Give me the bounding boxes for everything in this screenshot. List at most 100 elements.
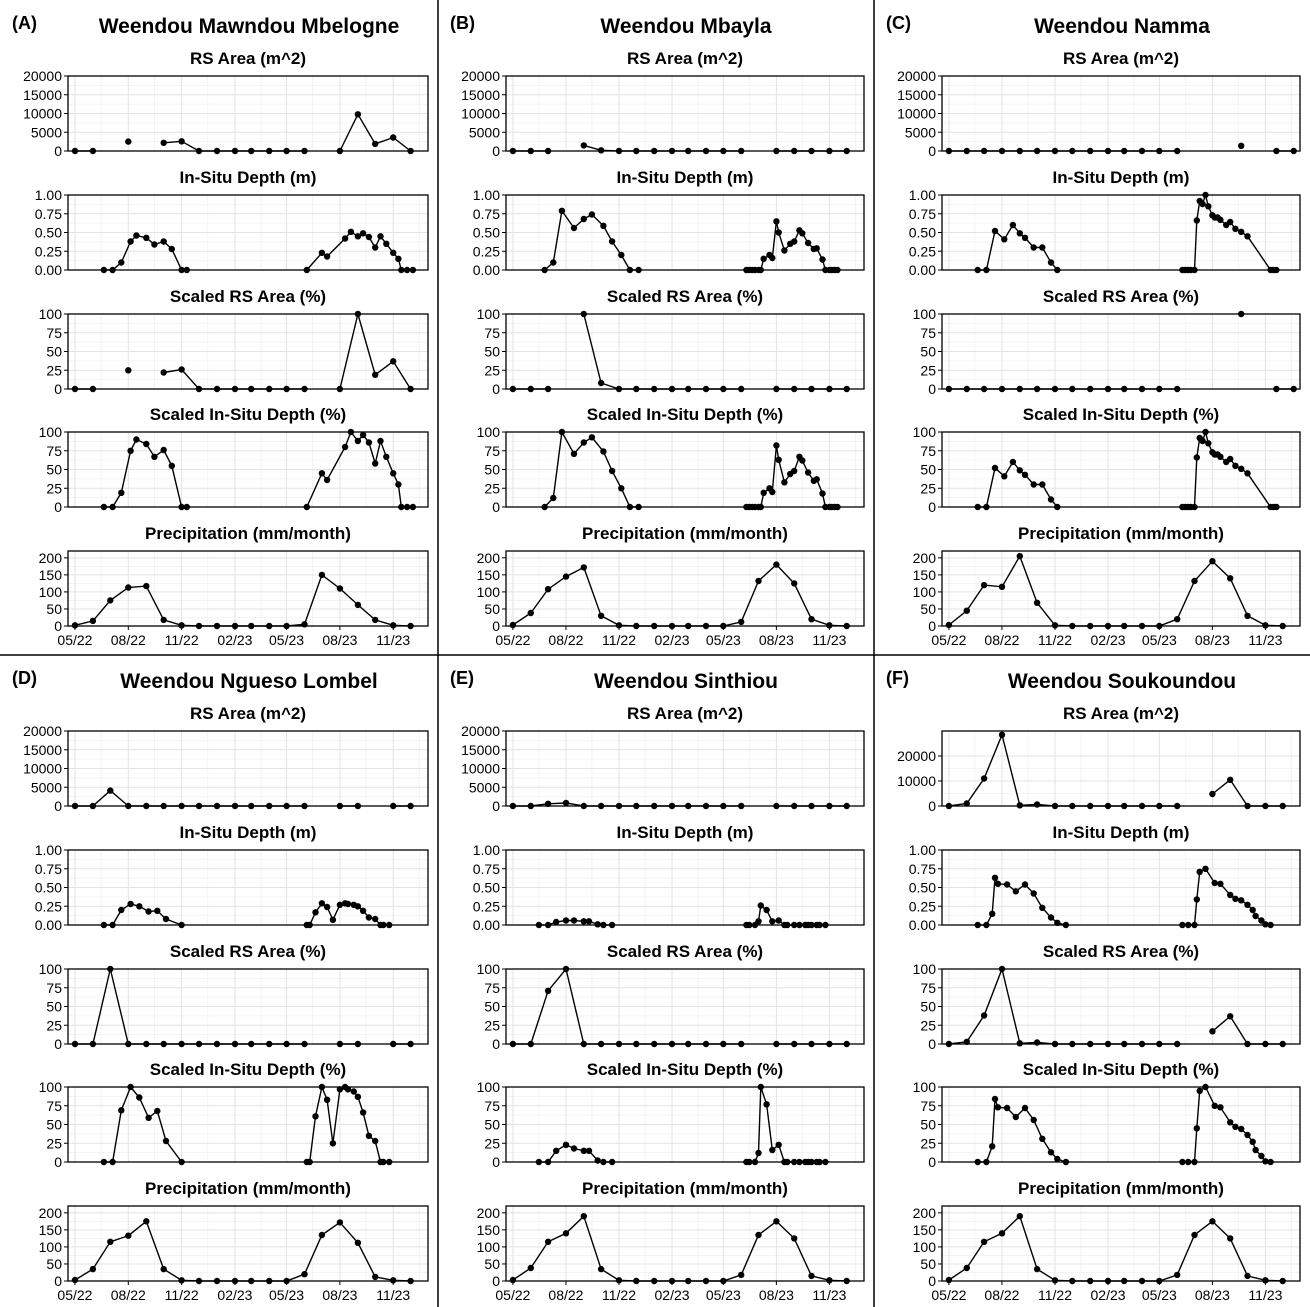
data-point <box>668 802 676 810</box>
subplot-title: Scaled RS Area (%) <box>170 287 326 306</box>
data-point <box>1033 1039 1041 1046</box>
y-tick-label: 0 <box>54 1036 62 1052</box>
data-point <box>527 147 534 155</box>
data-point <box>562 799 570 807</box>
x-tick-label: 08/23 <box>759 1287 794 1303</box>
data-point <box>329 916 337 923</box>
series-line <box>1211 778 1283 807</box>
data-point <box>1191 1231 1198 1239</box>
data-point <box>974 503 981 511</box>
data-point <box>248 622 255 630</box>
subplot-2: In-Situ Depth (m) 0.00 0.25 0.50 0.75 1.00 <box>35 168 429 278</box>
data-point <box>1191 1158 1198 1166</box>
data-point <box>544 921 552 929</box>
data-point <box>808 921 815 929</box>
subplot-1: RS Area (m^2) 0 5000 10000 15000 20000 <box>897 49 1301 159</box>
data-point <box>231 802 239 810</box>
y-tick-label: 0.75 <box>909 861 936 877</box>
data-point <box>1179 921 1186 929</box>
data-point <box>991 227 999 235</box>
data-point <box>1244 1040 1251 1048</box>
data-point <box>588 434 596 441</box>
data-point <box>347 228 355 235</box>
y-tick-label: 0 <box>492 1273 500 1289</box>
data-point <box>826 147 833 155</box>
data-point <box>354 802 362 810</box>
y-tick-label: 25 <box>46 1017 62 1033</box>
data-point <box>178 1158 185 1166</box>
y-tick-label: 50 <box>46 1117 62 1133</box>
data-point <box>773 1218 780 1225</box>
y-tick-label: 0 <box>54 143 62 159</box>
data-point <box>651 147 658 155</box>
data-point <box>998 1230 1006 1237</box>
data-point <box>796 921 803 929</box>
data-point <box>336 585 344 592</box>
data-point <box>633 147 640 155</box>
data-point <box>407 1277 414 1285</box>
y-tick-label: 0 <box>54 1154 62 1170</box>
data-point <box>283 802 290 810</box>
y-tick-label: 100 <box>913 584 937 600</box>
data-point <box>757 1083 764 1091</box>
y-tick-label: 100 <box>39 1079 63 1095</box>
data-point <box>509 1276 517 1284</box>
y-tick-label: 100 <box>913 1079 937 1095</box>
data-point <box>71 147 79 155</box>
data-point <box>1238 1125 1245 1133</box>
y-tick-label: 50 <box>920 999 936 1015</box>
data-point <box>359 1109 367 1116</box>
data-point <box>1252 1146 1259 1154</box>
panel-title: Weendou Soukoundou <box>1008 670 1236 693</box>
data-point <box>755 1231 762 1239</box>
panel-label: (F) <box>886 668 909 688</box>
series-line <box>948 554 1283 627</box>
data-point <box>248 1277 255 1285</box>
data-point <box>1016 1213 1023 1220</box>
data-point <box>553 1147 560 1155</box>
subplot-3: Scaled RS Area (%) 0 25 50 75 100 <box>39 942 429 1052</box>
data-point <box>668 147 676 155</box>
data-point <box>1174 147 1181 155</box>
data-point <box>344 1086 352 1093</box>
data-point <box>160 238 167 245</box>
data-point <box>1211 1102 1218 1110</box>
data-point <box>527 802 534 810</box>
data-point <box>1185 1158 1192 1166</box>
y-tick-label: 0 <box>492 1154 500 1170</box>
data-point <box>380 1158 387 1166</box>
data-point <box>553 918 560 926</box>
data-point <box>380 921 387 929</box>
data-point <box>359 230 367 237</box>
data-point <box>1016 802 1023 809</box>
data-point <box>963 385 970 393</box>
data-point <box>1191 921 1198 929</box>
data-point <box>303 266 310 274</box>
data-point <box>998 385 1006 393</box>
y-tick-label: 100 <box>913 1239 937 1255</box>
y-tick-label: 15000 <box>23 87 62 103</box>
data-point <box>608 467 616 475</box>
y-tick-label: 10000 <box>461 106 500 122</box>
data-point <box>1244 802 1251 810</box>
data-point <box>1030 890 1037 897</box>
y-tick-label: 1.00 <box>909 187 936 203</box>
data-point <box>702 385 710 393</box>
data-point <box>151 241 158 248</box>
data-point <box>160 369 167 376</box>
data-point <box>1217 880 1224 887</box>
y-tick-label: 100 <box>477 584 501 600</box>
data-point <box>791 238 798 245</box>
data-point <box>1244 1131 1251 1139</box>
data-point <box>998 147 1006 155</box>
data-point <box>1030 244 1037 251</box>
y-tick-label: 1.00 <box>35 187 62 203</box>
data-point <box>1016 1040 1023 1047</box>
data-point <box>109 921 116 929</box>
data-point <box>1258 917 1265 924</box>
data-point <box>651 1277 658 1285</box>
data-point <box>323 476 331 484</box>
x-tick-label: 11/22 <box>1038 632 1072 648</box>
data-point <box>826 385 833 393</box>
